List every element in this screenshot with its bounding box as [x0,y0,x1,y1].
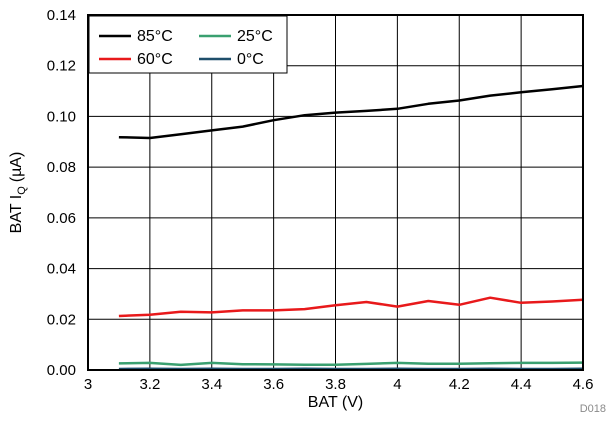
x-tick-label: 4.4 [511,376,532,393]
legend: 85°C 25°C 60°C 0°C [88,15,288,74]
legend-label: 25°C [237,28,273,45]
x-tick-labels: 3 3.2 3.4 3.6 3.8 4 4.2 4.4 4.6 [84,376,594,393]
series-line-85Cc [118,84,584,140]
y-tick-label: 0.12 [47,58,76,75]
y-tick-label: 0.04 [47,261,76,278]
series-line-25Cc [118,361,584,367]
series-line-60Cc [118,296,584,318]
grid-lines [88,15,583,370]
y-axis-label-unit: (µA) [8,152,25,183]
y-tick-label: 0.10 [47,108,76,125]
legend-box [88,15,288,74]
x-tick-label: 3 [84,376,92,393]
figure-id-label: D018 [580,403,606,415]
x-tick-label: 4.2 [449,376,470,393]
y-tick-label: 0.14 [47,7,76,24]
legend-label: 85°C [137,28,173,45]
legend-label: 0°C [237,51,264,68]
x-tick-label: 3.2 [139,376,160,393]
x-tick-label: 3.8 [325,376,346,393]
x-axis-label: BAT (V) [308,394,363,411]
y-tick-label: 0.00 [47,362,76,379]
y-tick-label: 0.08 [47,159,76,176]
plot-frame [87,14,584,371]
x-tick-label: 3.6 [263,376,284,393]
y-axis-label-subscript: Q [16,186,28,195]
series-layer [118,84,584,371]
y-tick-label: 0.06 [47,210,76,227]
y-axis-label: BAT IQ (µA) [8,152,28,234]
x-tick-label: 4 [393,376,401,393]
x-tick-label: 3.4 [201,376,222,393]
y-axis-label-main: BAT I [8,195,25,234]
x-tick-label: 4.6 [573,376,594,393]
legend-label: 60°C [137,51,173,68]
y-tick-labels: 0.00 0.02 0.04 0.06 0.08 0.10 0.12 0.14 [47,7,76,379]
y-tick-label: 0.02 [47,311,76,328]
